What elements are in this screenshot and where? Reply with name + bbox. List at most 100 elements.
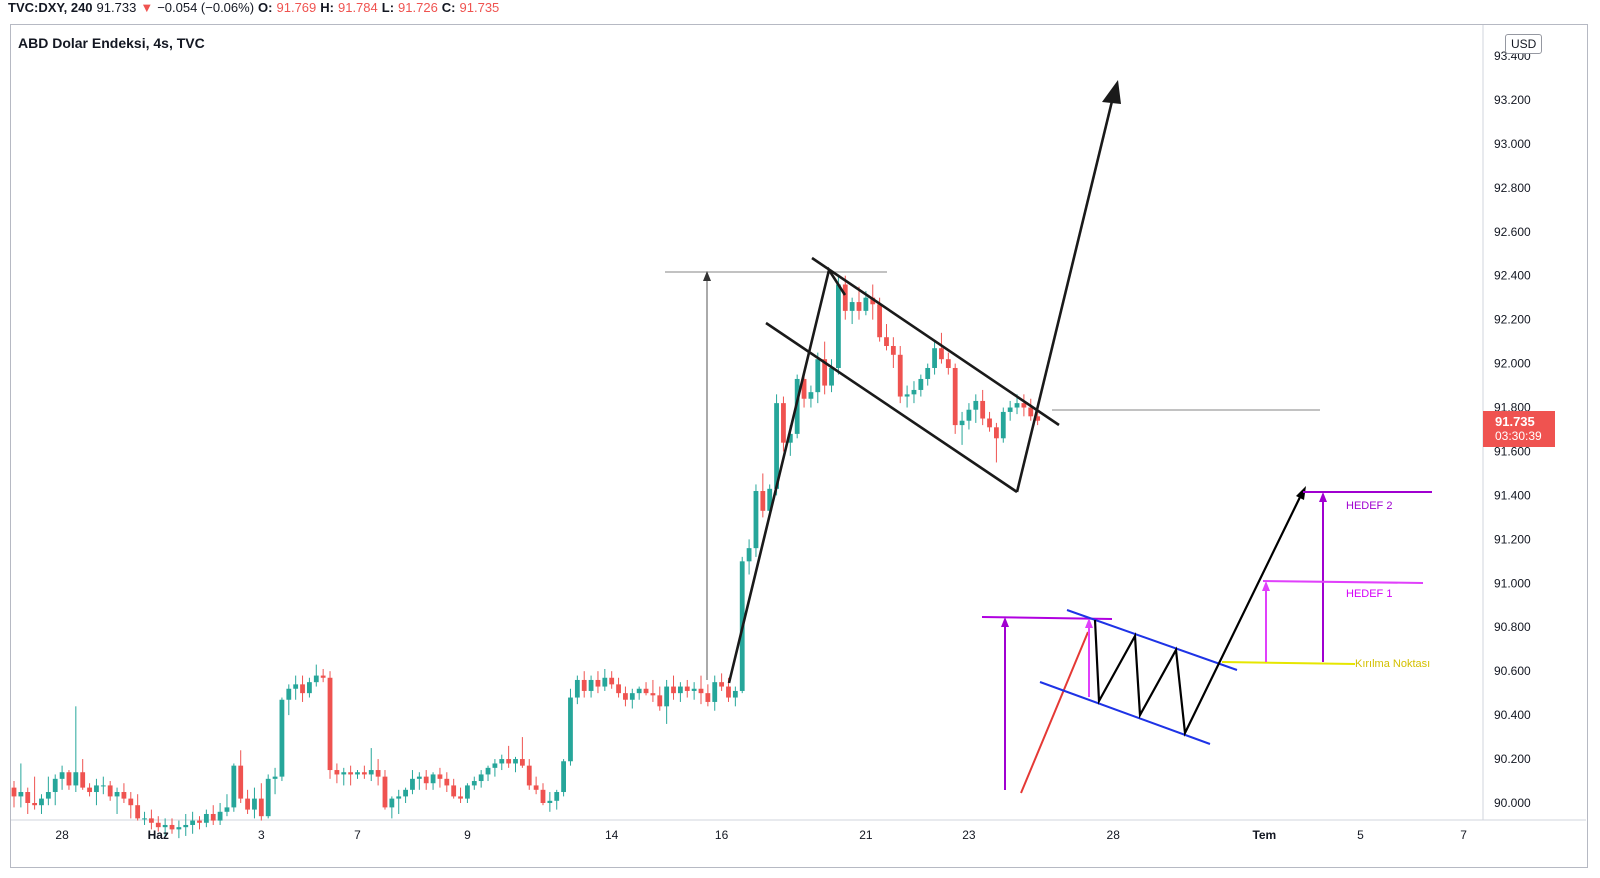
candle [939,332,944,364]
candle [1028,398,1034,421]
candle-body [142,818,147,820]
candle-body [547,800,553,803]
schema-pole-arrow-icon [1001,617,1009,627]
candle-body [286,688,292,700]
low-value: 91.726 [398,0,438,15]
candle-body [334,770,340,775]
candle-body [32,803,38,806]
time-tick-label: 3 [258,828,265,842]
target1-line [1262,580,1424,584]
chart-title: ABD Dolar Endeksi, 4s, TVC [18,35,205,51]
candle [451,778,457,799]
candle-body [877,304,883,338]
candle [945,352,951,375]
price-tick-label: 90.400 [1494,708,1531,722]
candle [203,809,209,828]
candle [506,745,512,768]
candle [890,337,896,368]
candle-body [636,688,642,694]
candle-body [59,772,65,779]
candle-body [155,822,161,828]
candle-body [389,798,395,808]
candle [142,811,147,825]
candle-body [272,776,278,779]
close-label: C: [441,0,456,15]
candle-body [1021,403,1027,408]
time-axis[interactable]: 28 Haz 3 7 9 14 16 21 23 28 Tem 5 7 [55,828,1467,842]
candle [39,794,44,814]
projection-arrow-icon [1102,80,1121,104]
time-tick-label: 14 [605,828,619,842]
candle [568,688,573,766]
candle [677,682,683,702]
candle-body [671,686,676,694]
candle [513,756,518,773]
candle [197,816,202,830]
candle-body [100,785,106,787]
candle [279,697,285,782]
candle-body [801,378,807,399]
candle-body [781,403,786,443]
high-label: H: [320,0,334,15]
candle [396,789,402,814]
candle-body [629,693,635,700]
candle [73,706,79,793]
currency-button[interactable]: USD [1505,34,1543,54]
candle [684,679,690,698]
candle-body [245,798,250,810]
candle-body [396,796,402,799]
candle-body [307,682,312,694]
candle [609,671,615,689]
candle-body [561,761,566,793]
candle-body [341,772,347,775]
candle-body [952,367,958,426]
candle [911,381,917,404]
symbol-label[interactable]: TVC:DXY, 240 [8,0,93,15]
candle [32,776,38,810]
candle-body [643,688,649,694]
candle-body [210,813,216,821]
candle [994,422,999,463]
candle [121,783,127,803]
candle [561,759,566,797]
candle [698,675,704,705]
candle-body [162,824,168,828]
candle-body [66,772,72,786]
candle [712,675,718,711]
candle-body [506,759,512,764]
candle-body [169,824,175,830]
candle-body [45,792,51,799]
candle-body [300,684,305,694]
breakout-point-line [1221,661,1356,665]
candle-body [698,688,704,694]
candle-body [533,785,539,790]
candle-body [197,820,202,823]
candle-body [224,807,230,812]
schema-upper-channel [1066,609,1238,671]
schema-red-line [1020,631,1089,794]
time-tick-label: 23 [962,828,976,842]
candle [403,787,408,803]
candle-body [1028,407,1034,417]
candle-body [760,491,766,511]
candle [348,765,354,786]
candle-body [849,302,855,311]
flagpole-line [727,266,847,684]
candle-body [519,759,525,766]
target2-label: HEDEF 2 [1346,500,1392,512]
candle-body [815,359,821,393]
candle-body [258,798,264,817]
candle-body [966,409,972,421]
candle-body [842,284,848,311]
candle-body [1014,403,1020,408]
candle [492,759,498,777]
candle [897,346,903,404]
candle [437,767,443,788]
candle [313,664,319,687]
candle-body [52,778,58,793]
candle [602,668,608,691]
candle [252,787,257,819]
candle [128,792,134,819]
candle-body [581,679,587,691]
